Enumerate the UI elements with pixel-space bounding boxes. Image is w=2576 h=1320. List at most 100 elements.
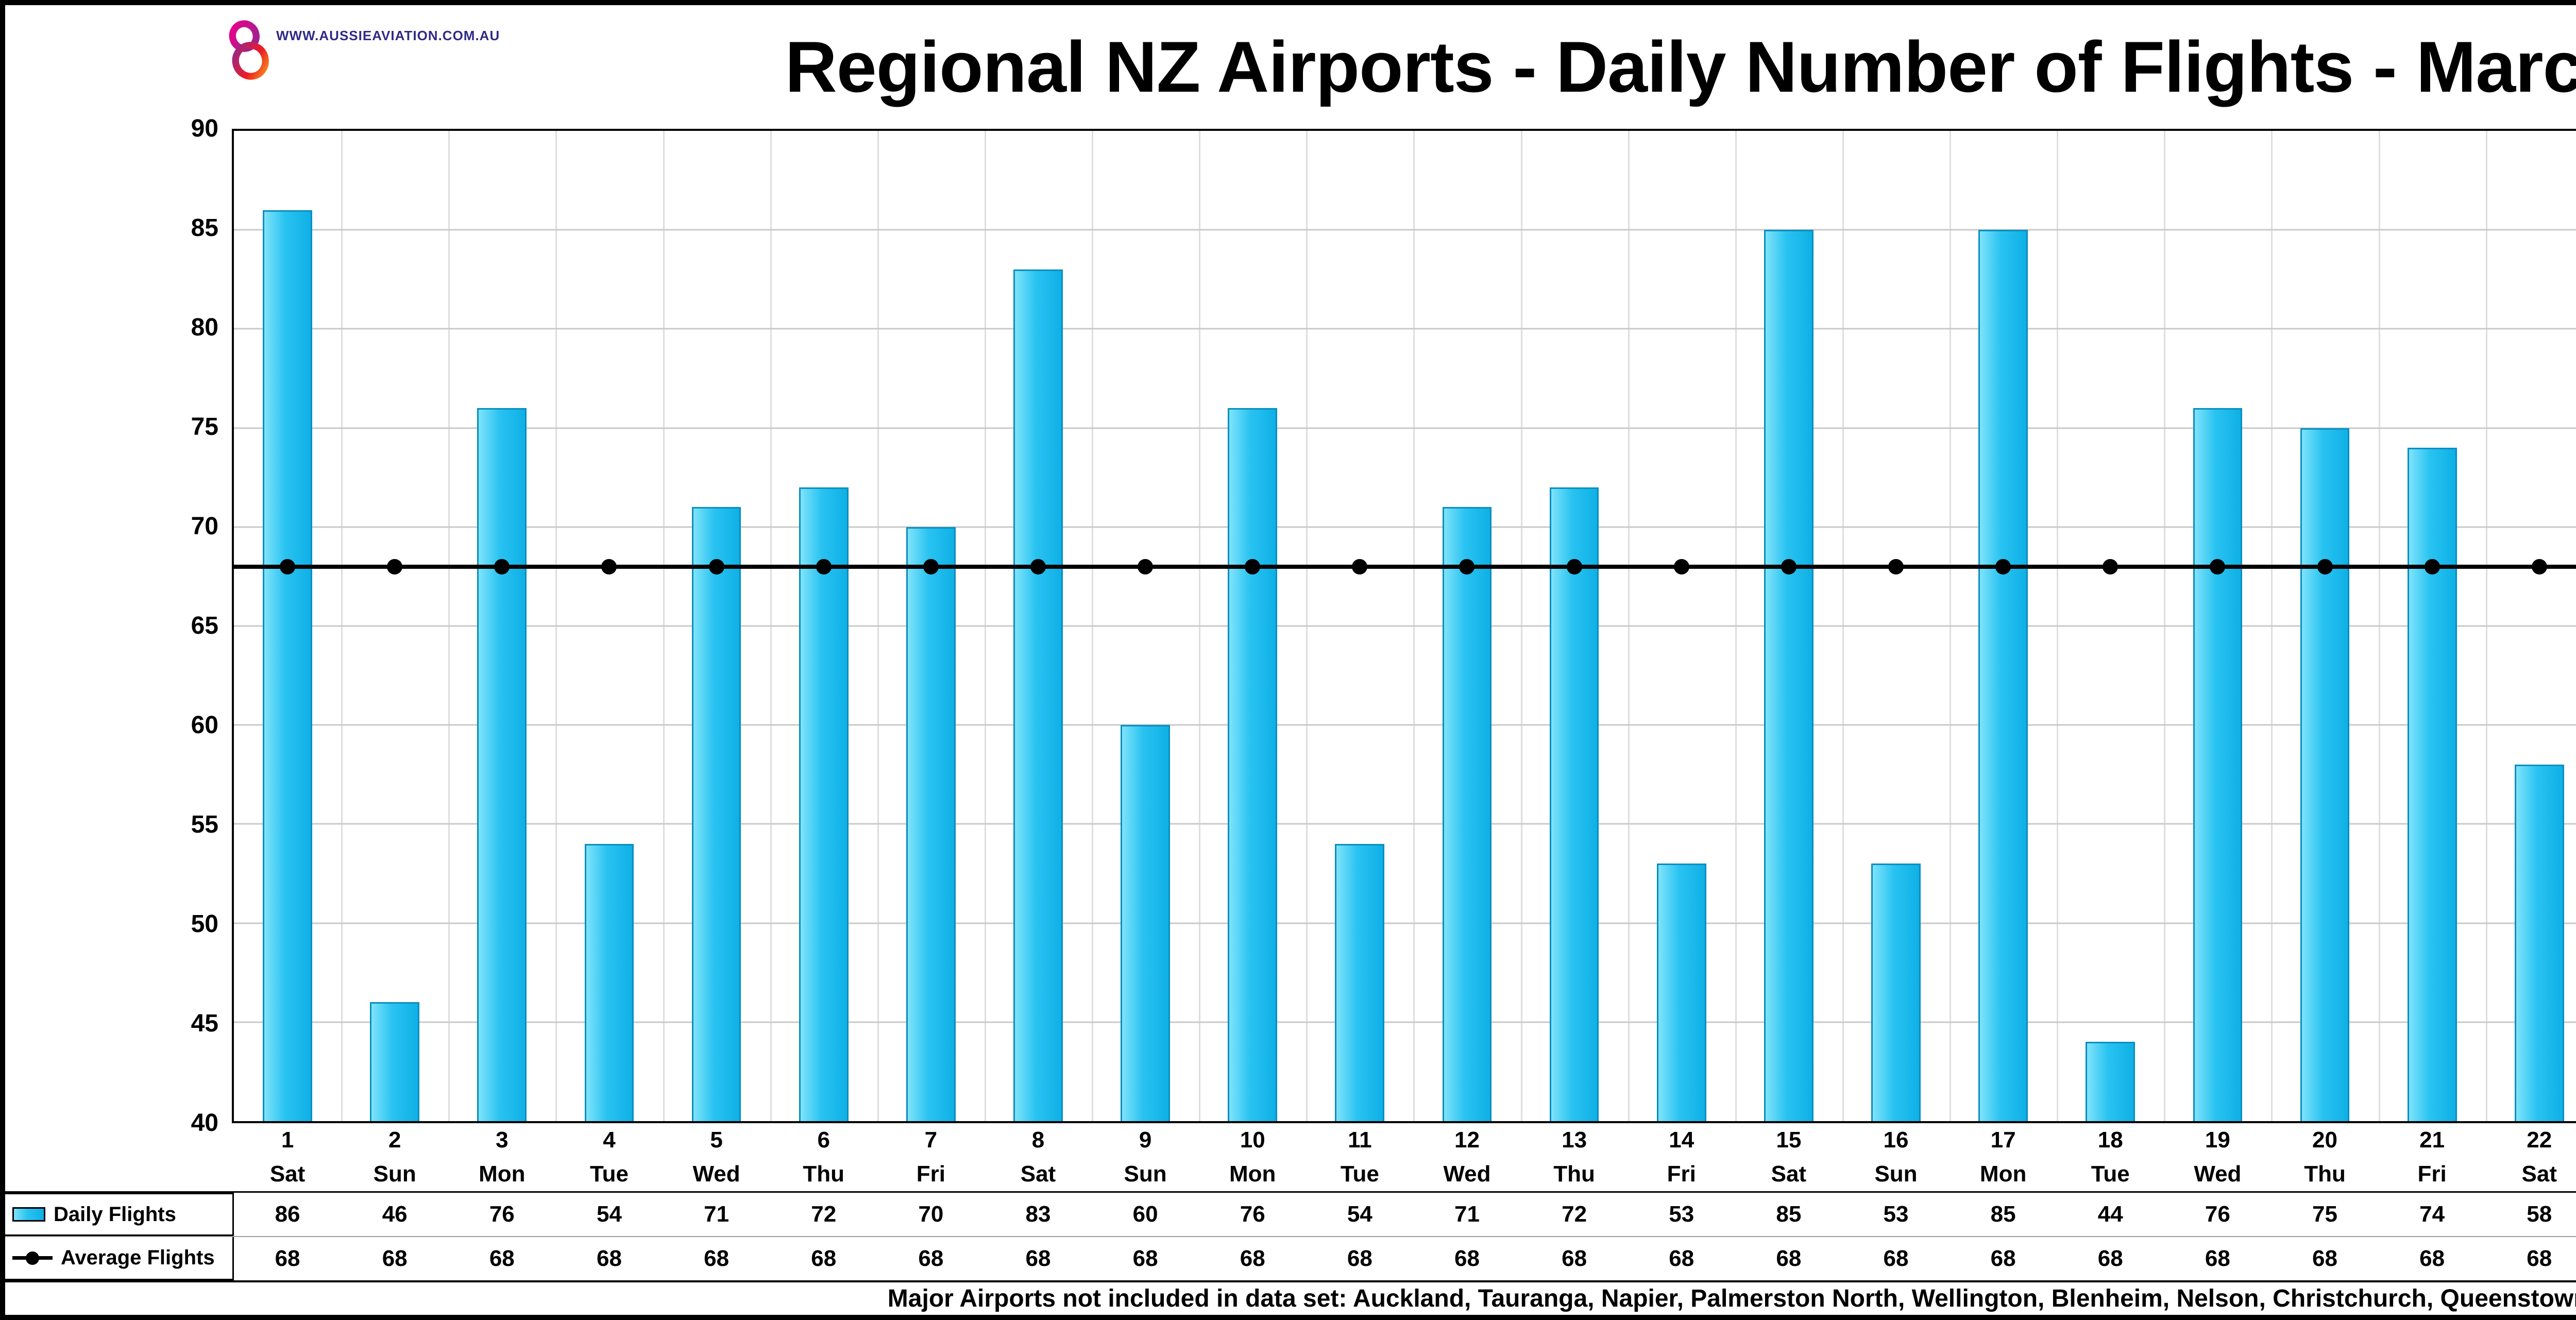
day-number-cell: 3: [496, 1127, 509, 1153]
h-gridline: [234, 229, 2576, 231]
daily-value-cell: 75: [2312, 1201, 2337, 1227]
day-number-cell: 9: [1139, 1127, 1152, 1153]
h-gridline: [234, 427, 2576, 429]
day-number-cell: 18: [2097, 1127, 2123, 1153]
weekday-cell: Wed: [1443, 1161, 1491, 1187]
average-marker: [1138, 559, 1154, 574]
bar-cell: [877, 131, 985, 1121]
weekday-cell: Thu: [803, 1161, 845, 1187]
daily-value-cell: 60: [1132, 1201, 1158, 1227]
average-marker: [1459, 559, 1475, 574]
bar-day-14: [1656, 864, 1706, 1121]
average-marker: [923, 559, 939, 574]
y-tick-label: 40: [191, 1109, 218, 1137]
y-tick-label: 50: [191, 910, 218, 938]
day-number-cell: 16: [1883, 1127, 1909, 1153]
weekday-cell: Mon: [1229, 1161, 1276, 1187]
y-tick-label: 65: [191, 612, 218, 639]
avg-value-cell: 68: [1025, 1246, 1051, 1271]
bar-day-22: [2514, 765, 2564, 1121]
bar-cell: [1628, 131, 1735, 1121]
weekday-cell: Tue: [1340, 1161, 1379, 1187]
weekday-cell: Mon: [1979, 1161, 2027, 1187]
average-marker: [1030, 559, 1046, 574]
bar-cell: [2271, 131, 2378, 1121]
bar-day-9: [1121, 725, 1170, 1121]
day-number-cell: 10: [1240, 1127, 1265, 1153]
h-gridline: [234, 922, 2576, 924]
average-marker: [1352, 559, 1368, 574]
bar-day-6: [799, 487, 849, 1121]
bar-cell: [2379, 131, 2486, 1121]
average-line: [234, 564, 2576, 569]
bar-day-1: [263, 210, 312, 1121]
day-number-cell: 15: [1776, 1127, 1802, 1153]
weekday-cell: Tue: [2091, 1161, 2130, 1187]
avg-value-cell: 68: [2419, 1246, 2445, 1271]
day-number-cell: 1: [281, 1127, 294, 1153]
day-number-cell: 17: [1990, 1127, 2016, 1153]
avg-value-cell: 68: [382, 1246, 408, 1271]
bar-day-16: [1871, 864, 1921, 1121]
daily-value-cell: 85: [1990, 1201, 2016, 1227]
average-marker: [2531, 559, 2547, 574]
average-flights-swatch: [12, 1251, 53, 1265]
daily-row: Daily Flights 86 46 76 54 71 72 70 83 60 76 54 71 72…: [5, 1191, 2576, 1236]
bar-day-15: [1764, 230, 1814, 1121]
bar-cell: [2486, 131, 2576, 1121]
bar-cell: [1842, 131, 1950, 1121]
bar-cell: [1521, 131, 1628, 1121]
avg-value-cell: 68: [1240, 1246, 1265, 1271]
h-gridline: [234, 625, 2576, 627]
h-gridline: [234, 526, 2576, 528]
day-number-cell: 21: [2419, 1127, 2445, 1153]
chart-title: Regional NZ Airports - Daily Number of F…: [785, 26, 2576, 107]
day-number-cell: 12: [1454, 1127, 1480, 1153]
y-axis: 40 45 50 55 60 65 70 75 80 85 90: [5, 116, 232, 1136]
avg-value-cell: 68: [1883, 1246, 1909, 1271]
weekday-cell: Wed: [692, 1161, 740, 1187]
h-gridline: [234, 724, 2576, 726]
day-number-cell: 5: [710, 1127, 723, 1153]
day-number-cell: 2: [388, 1127, 401, 1153]
average-marker: [2103, 559, 2119, 574]
bar-cell: [341, 131, 448, 1121]
day-number-cell: 13: [1562, 1127, 1587, 1153]
weekday-row-cells: Sat Sun Mon Tue Wed Thu Fri Sat Sun Mon Tue Wed Thu F…: [234, 1157, 2576, 1191]
avg-value-cell: 68: [811, 1246, 837, 1271]
bar-cell: [1306, 131, 1413, 1121]
day-number-cell: 6: [817, 1127, 830, 1153]
bar-day-20: [2300, 428, 2350, 1121]
daily-value-cell: 53: [1669, 1201, 1694, 1227]
daily-value-cell: 76: [489, 1201, 515, 1227]
day-number-cell: 7: [924, 1127, 938, 1153]
average-marker: [1673, 559, 1689, 574]
daily-value-cell: 54: [1347, 1201, 1372, 1227]
daily-value-cell: 71: [704, 1201, 730, 1227]
avg-value-cell: 68: [1669, 1246, 1694, 1271]
daily-value-cell: 71: [1454, 1201, 1480, 1227]
weekday-cell: Fri: [916, 1161, 945, 1187]
bars-layer: [234, 131, 2576, 1121]
y-tick-label: 90: [191, 115, 218, 142]
day-row: 1234567891011121314151617181920212223242…: [5, 1123, 2576, 1157]
h-gridline: [234, 328, 2576, 330]
avg-row: Average Flights 68 68 68 68 68 68 68 68 68 68 68 68…: [5, 1236, 2576, 1280]
bar-cell: [770, 131, 877, 1121]
weekday-cell: Sun: [373, 1161, 416, 1187]
bar-cell: [985, 131, 1092, 1121]
bar-day-11: [1335, 843, 1385, 1121]
bar-day-8: [1013, 269, 1063, 1121]
weekday-cell: Sat: [269, 1161, 306, 1187]
day-row-cells: 1234567891011121314151617181920212223242…: [234, 1123, 2576, 1157]
bar-cell: [1950, 131, 2057, 1121]
logo-left: WWW.AUSSIEAVIATION.COM.AU: [227, 19, 500, 81]
weekday-row-gutter: [5, 1157, 234, 1191]
average-marker: [2424, 559, 2440, 574]
y-tick-label: 55: [191, 811, 218, 838]
daily-value-cell: 86: [275, 1201, 300, 1227]
bar-cell: [663, 131, 770, 1121]
y-tick-label: 45: [191, 1010, 218, 1037]
bar-day-19: [2193, 408, 2243, 1121]
average-marker: [1245, 559, 1261, 574]
